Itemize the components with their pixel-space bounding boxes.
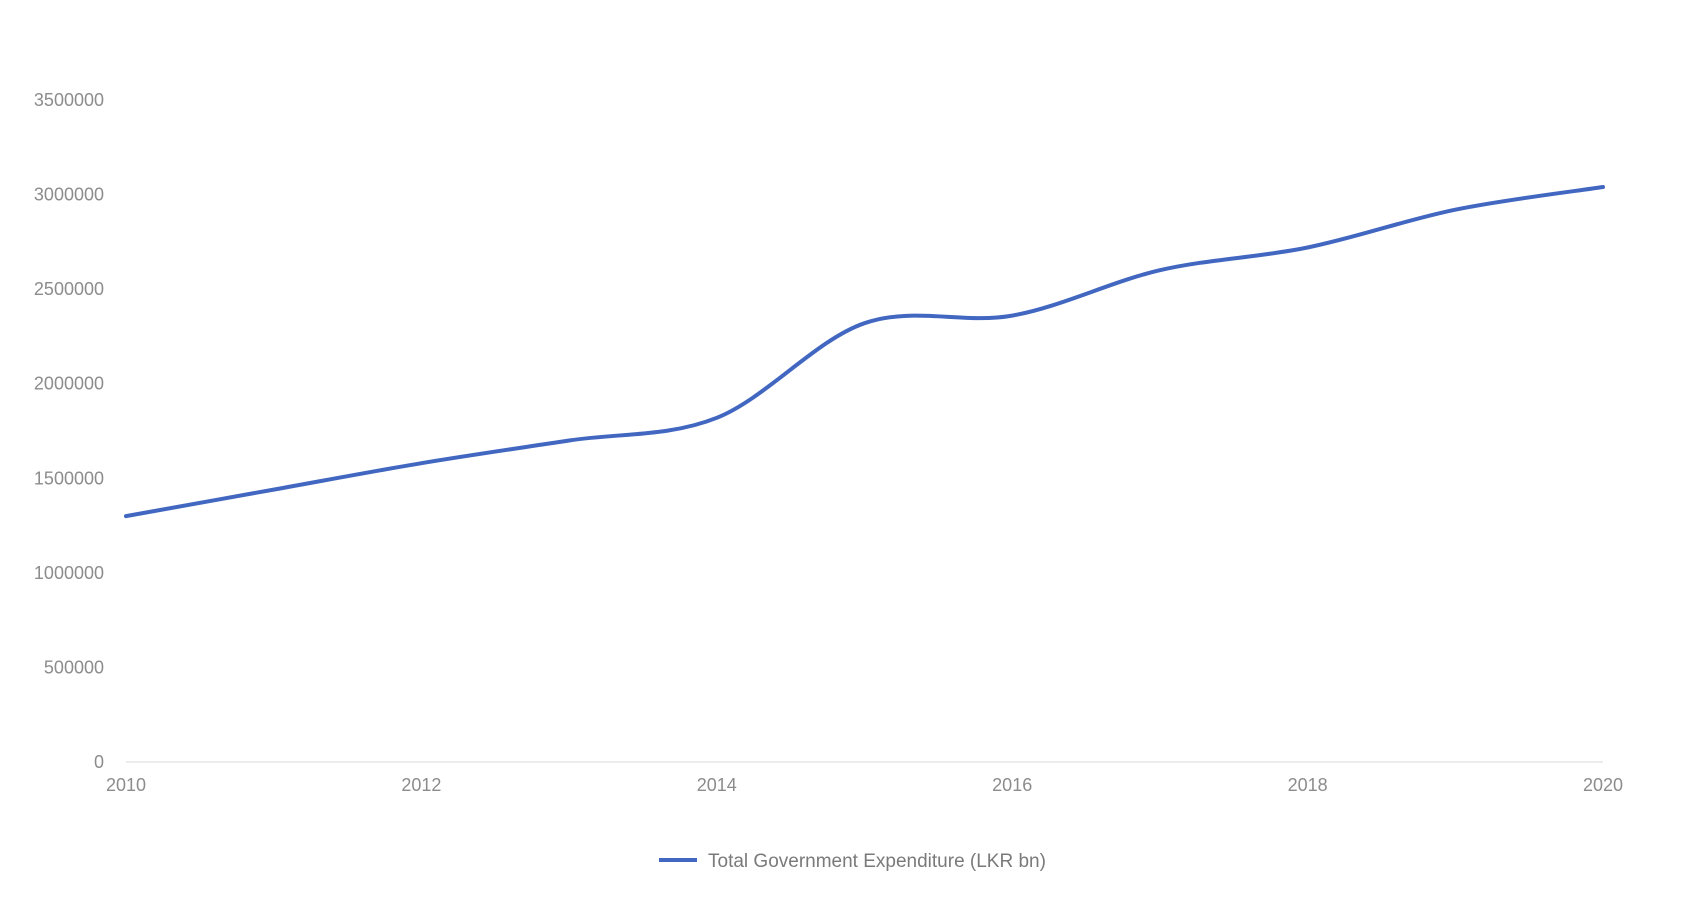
y-tick-label: 3500000	[34, 90, 104, 110]
x-tick-label: 2018	[1288, 775, 1328, 795]
x-tick-label: 2020	[1583, 775, 1623, 795]
x-tick-label: 2014	[697, 775, 737, 795]
x-tick-label: 2016	[992, 775, 1032, 795]
legend[interactable]: Total Government Expenditure (LKR bn)	[659, 851, 1046, 872]
y-tick-label: 2500000	[34, 279, 104, 299]
y-axis-tick-labels: 0 500000 1000000 1500000 2000000 2500000 30000…	[34, 90, 104, 772]
x-tick-label: 2010	[106, 775, 146, 795]
y-tick-label: 500000	[44, 657, 104, 677]
x-axis-tick-labels: 2010 2012 2014 2016 2018 2020	[106, 775, 1623, 795]
legend-label: Total Government Expenditure (LKR bn)	[708, 851, 1046, 872]
series-line-total-government-expenditure	[124, 185, 1605, 519]
y-tick-label: 2000000	[34, 374, 104, 394]
y-tick-label: 0	[94, 752, 104, 772]
y-tick-label: 3000000	[34, 185, 104, 205]
x-tick-label: 2012	[401, 775, 441, 795]
y-tick-label: 1000000	[34, 563, 104, 583]
y-tick-label: 1500000	[34, 468, 104, 488]
